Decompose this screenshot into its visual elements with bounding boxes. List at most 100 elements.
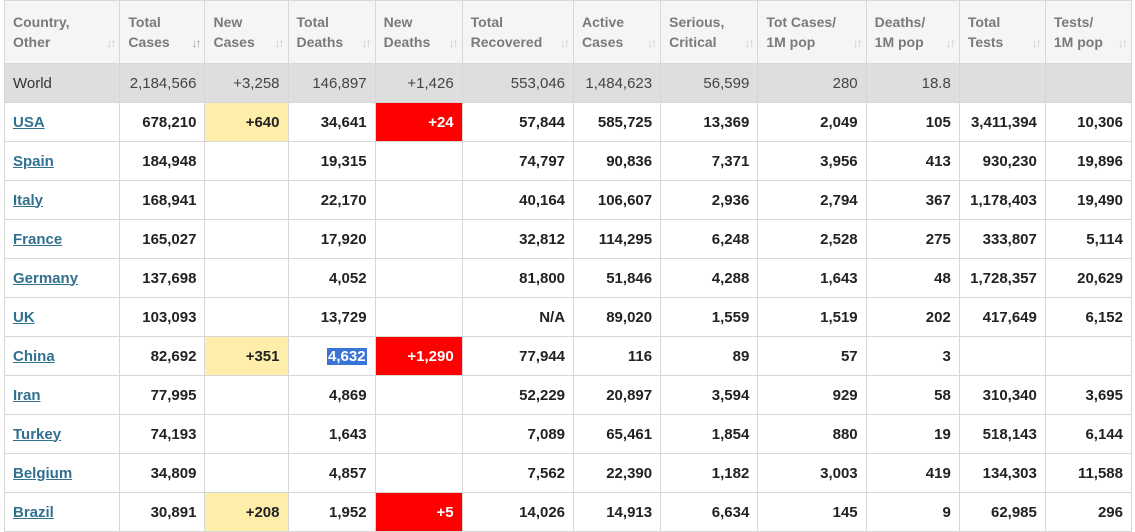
- column-header-total-cases[interactable]: Total Cases ↓↑: [119, 0, 206, 64]
- column-header-total-tests[interactable]: Total Tests ↓↑: [958, 0, 1046, 64]
- cell-total-cases: 168,941: [119, 180, 206, 220]
- column-header-tot-cases-per-1m[interactable]: Tot Cases/1M pop ↓↑: [757, 0, 867, 64]
- cell-total-tests: 62,985: [958, 492, 1046, 532]
- column-header-serious-critical[interactable]: Serious, Critical ↓↑: [660, 0, 759, 64]
- cell-total-deaths: 1,952: [287, 492, 376, 532]
- sort-arrows-icon[interactable]: ↓↑: [106, 36, 116, 50]
- cell-new-cases: [204, 414, 289, 454]
- cell-tests-per-1m: [1044, 336, 1133, 376]
- country-link[interactable]: Turkey: [13, 425, 62, 443]
- sort-arrows-icon[interactable]: ↓↑: [945, 36, 956, 50]
- cell-new-deaths: [374, 258, 463, 298]
- column-header-total-recovered[interactable]: Total Recovered ↓↑: [461, 0, 575, 64]
- cell-total-recovered: 57,844: [461, 102, 575, 142]
- cell-total-cases: 184,948: [119, 141, 206, 181]
- cell-country: Turkey: [3, 414, 121, 454]
- column-header-active-cases[interactable]: Active Cases ↓↑: [573, 0, 662, 64]
- sort-arrows-icon[interactable]: ↓↑: [361, 36, 372, 50]
- column-header-deaths-per-1m[interactable]: Deaths/1M pop ↓↑: [865, 0, 960, 64]
- cell-tot-cases-per-1m: 280: [757, 63, 867, 103]
- cell-country: Italy: [3, 180, 121, 220]
- sort-arrows-icon[interactable]: ↓↑: [448, 36, 459, 50]
- cell-tests-per-1m: 10,306: [1044, 102, 1133, 142]
- cell-active-cases: 14,913: [573, 492, 662, 532]
- cell-active-cases: 22,390: [573, 453, 662, 493]
- cell-deaths-per-1m: 275: [865, 219, 960, 259]
- cell-new-deaths: [374, 219, 463, 259]
- column-header-label: New: [383, 14, 413, 30]
- cell-new-deaths: [374, 180, 463, 220]
- column-header-label: Tot Cases/: [766, 14, 837, 30]
- column-header-total-deaths[interactable]: Total Deaths ↓↑: [287, 0, 376, 64]
- column-header-tests-per-1m[interactable]: Tests/1M pop ↓↑: [1044, 0, 1133, 64]
- cell-new-deaths: +1,290: [374, 336, 463, 376]
- cell-total-recovered: 74,797: [461, 141, 575, 181]
- cell-new-cases: [204, 297, 289, 337]
- table-row: Brazil 30,891 +208 1,952 +5 14,026 14,913 6,634…: [3, 492, 1133, 532]
- sort-arrows-icon[interactable]: ↓↑: [1118, 36, 1128, 50]
- column-header-country[interactable]: Country, Other ↓↑: [3, 0, 121, 64]
- column-header-label: Tests: [967, 34, 1004, 50]
- cell-total-cases: 74,193: [119, 414, 206, 454]
- cell-tests-per-1m: 3,695: [1044, 375, 1133, 415]
- cell-total-deaths: 22,170: [287, 180, 376, 220]
- sort-arrows-icon[interactable]: ↓↑: [647, 36, 657, 50]
- cell-country: USA: [3, 102, 121, 142]
- sort-arrows-icon[interactable]: ↓↑: [744, 36, 754, 50]
- country-link[interactable]: Spain: [13, 152, 54, 170]
- column-header-label: Total: [967, 14, 1001, 30]
- column-header-label: 1M pop: [766, 34, 816, 50]
- country-link[interactable]: Germany: [13, 269, 79, 287]
- cell-deaths-per-1m: 3: [865, 336, 960, 376]
- cell-deaths-per-1m: 367: [865, 180, 960, 220]
- country-link[interactable]: Italy: [13, 191, 44, 209]
- cell-total-tests: [958, 63, 1046, 103]
- sort-arrows-icon[interactable]: ↓↑: [560, 36, 570, 50]
- cell-tot-cases-per-1m: 145: [757, 492, 867, 532]
- sort-arrows-icon[interactable]: ↓↑: [274, 36, 285, 50]
- column-header-label: Cases: [582, 34, 624, 50]
- cell-tot-cases-per-1m: 1,519: [757, 297, 867, 337]
- cell-new-cases: [204, 375, 289, 415]
- country-link[interactable]: Brazil: [13, 503, 54, 521]
- country-link[interactable]: China: [13, 347, 55, 365]
- cell-country: World: [3, 63, 121, 103]
- cell-serious-critical: 56,599: [660, 63, 759, 103]
- cell-total-tests: 333,807: [958, 219, 1046, 259]
- country-link[interactable]: UK: [13, 308, 35, 326]
- country-link[interactable]: Iran: [13, 386, 41, 404]
- cell-deaths-per-1m: 48: [865, 258, 960, 298]
- cell-country: China: [3, 336, 121, 376]
- cell-total-tests: [958, 336, 1046, 376]
- cell-total-tests: 3,411,394: [958, 102, 1046, 142]
- sort-arrows-icon[interactable]: ↓↑: [852, 36, 863, 50]
- cell-new-cases: +3,258: [204, 63, 289, 103]
- cell-country: Brazil: [3, 492, 121, 532]
- cell-total-cases: 30,891: [119, 492, 206, 532]
- cell-total-tests: 310,340: [958, 375, 1046, 415]
- cell-tests-per-1m: 6,152: [1044, 297, 1133, 337]
- country-link[interactable]: France: [13, 230, 63, 248]
- cell-new-deaths: +1,426: [374, 63, 463, 103]
- cell-tot-cases-per-1m: 2,528: [757, 219, 867, 259]
- cell-tot-cases-per-1m: 3,956: [757, 141, 867, 181]
- cell-serious-critical: 6,634: [660, 492, 759, 532]
- cell-new-deaths: [374, 453, 463, 493]
- sort-arrows-icon[interactable]: ↓↑: [191, 36, 201, 50]
- country-link[interactable]: USA: [13, 113, 45, 131]
- cell-total-recovered: 52,229: [461, 375, 575, 415]
- cell-tests-per-1m: 11,588: [1044, 453, 1133, 493]
- cell-total-recovered: 553,046: [461, 63, 575, 103]
- table-row: Iran 77,995 4,869 52,229 20,897 3,594 929 58 310…: [3, 375, 1133, 415]
- cell-tot-cases-per-1m: 3,003: [757, 453, 867, 493]
- cell-new-cases: +351: [204, 336, 289, 376]
- cell-new-cases: +640: [204, 102, 289, 142]
- column-header-new-cases[interactable]: New Cases ↓↑: [204, 0, 289, 64]
- sort-arrows-icon[interactable]: ↓↑: [1031, 36, 1042, 50]
- column-header-new-deaths[interactable]: New Deaths ↓↑: [374, 0, 463, 64]
- cell-total-cases: 137,698: [119, 258, 206, 298]
- country-link[interactable]: Belgium: [13, 464, 73, 482]
- cell-country: Belgium: [3, 453, 121, 493]
- cell-total-cases: 103,093: [119, 297, 206, 337]
- cell-tot-cases-per-1m: 1,643: [757, 258, 867, 298]
